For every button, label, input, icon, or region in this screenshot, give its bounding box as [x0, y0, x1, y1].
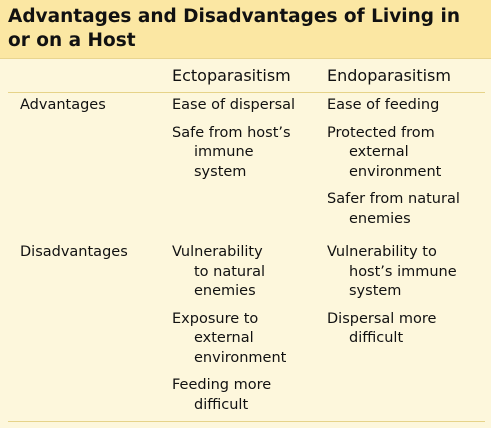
- row-label: Disadvantages: [20, 244, 128, 260]
- cell-text: Safe from host’s: [172, 124, 291, 141]
- cell-text: difficult: [349, 330, 404, 346]
- cell-text: Exposure to: [172, 310, 259, 327]
- column-header: Ectoparasitism: [172, 66, 291, 85]
- cell-text: enemies: [194, 283, 256, 299]
- cell-text: environment: [349, 163, 442, 180]
- title-band: [0, 0, 491, 59]
- cell-text: external: [349, 144, 409, 160]
- cell-text: Vulnerability: [172, 244, 263, 260]
- cell-text: external: [194, 330, 254, 346]
- cell-text: difficult: [194, 396, 249, 413]
- cell-text: Ease of dispersal: [172, 97, 296, 113]
- title: or on a Host: [8, 30, 136, 51]
- cell-text: system: [194, 163, 247, 180]
- cell-text: Feeding more: [172, 377, 272, 393]
- column-header: Endoparasitism: [327, 66, 451, 85]
- header-rule: [8, 92, 485, 93]
- cell-text: Vulnerability to: [327, 244, 437, 260]
- cell-text: Safer from natural: [327, 191, 460, 207]
- row-label: Advantages: [20, 97, 106, 113]
- cell-text: Protected from: [327, 124, 435, 141]
- cell-text: Dispersal more: [327, 310, 437, 327]
- cell-text: Ease of feeding: [327, 97, 440, 113]
- cell-text: to natural: [194, 263, 265, 280]
- cell-text: environment: [194, 349, 287, 366]
- cell-text: immune: [194, 144, 254, 160]
- cell-text: system: [349, 283, 402, 299]
- bottom-rule: [8, 421, 485, 422]
- title: Advantages and Disadvantages of Living i…: [8, 6, 460, 27]
- cell-text: host’s immune: [349, 263, 457, 280]
- cell-text: enemies: [349, 210, 411, 227]
